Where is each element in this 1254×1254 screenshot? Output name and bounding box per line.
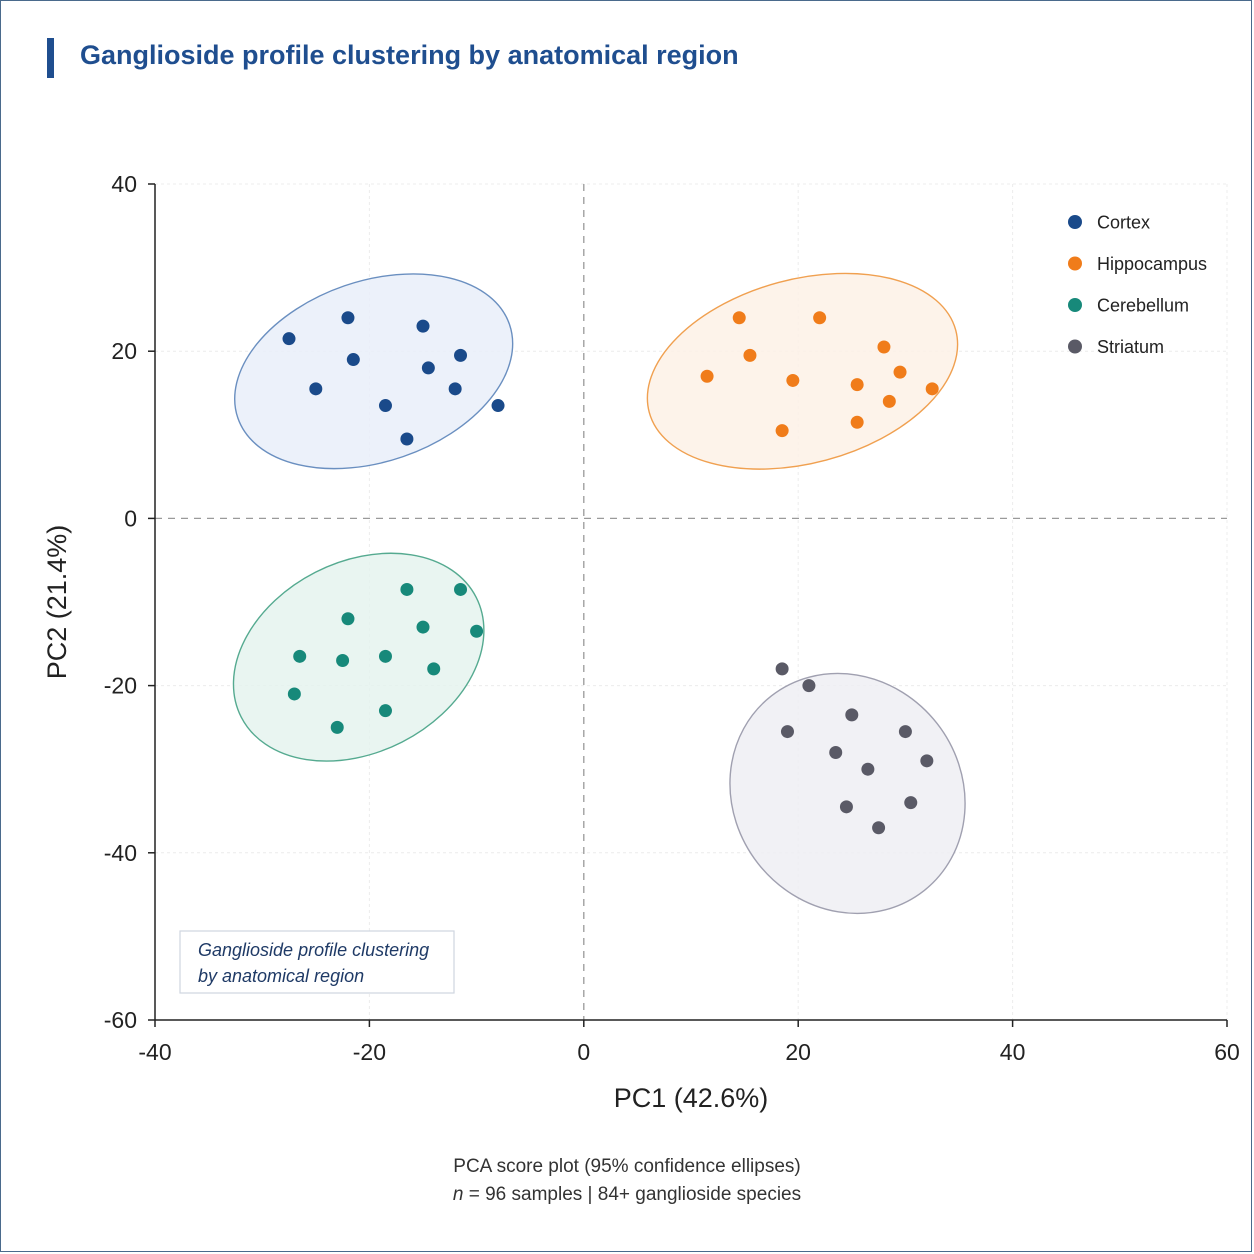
legend-label-cortex: Cortex — [1097, 213, 1150, 233]
data-point-striatum — [802, 679, 816, 693]
legend-marker-cerebellum — [1068, 298, 1082, 312]
data-point-cerebellum — [427, 662, 441, 676]
x-tick-label: 20 — [785, 1039, 811, 1065]
data-point-cortex — [454, 348, 468, 362]
title-accent-bar — [47, 38, 54, 78]
x-tick-label: 40 — [1000, 1039, 1026, 1065]
data-point-hippocampus — [813, 311, 827, 325]
data-point-cortex — [341, 311, 355, 325]
data-point-striatum — [861, 762, 875, 776]
data-point-cerebellum — [293, 649, 307, 663]
data-point-cerebellum — [416, 620, 430, 634]
annotation-box — [179, 930, 455, 994]
y-tick-label: 20 — [111, 338, 137, 364]
data-point-hippocampus — [925, 382, 939, 396]
data-point-cortex — [378, 399, 392, 413]
data-point-cortex — [491, 399, 505, 413]
data-point-cortex — [309, 382, 323, 396]
data-point-striatum — [904, 796, 918, 810]
data-point-striatum — [920, 754, 934, 768]
data-point-hippocampus — [850, 378, 864, 392]
data-point-hippocampus — [743, 348, 757, 362]
data-point-cerebellum — [470, 624, 484, 638]
footer-caption-rest: = 96 samples | 84+ ganglioside species — [463, 1184, 802, 1205]
data-point-hippocampus — [850, 415, 864, 429]
legend-label-hippocampus: Hippocampus — [1097, 254, 1207, 274]
y-tick-label: -20 — [104, 673, 137, 699]
data-point-striatum — [829, 745, 843, 759]
data-point-cortex — [448, 382, 462, 396]
confidence-ellipse-cerebellum — [232, 552, 485, 762]
legend-marker-striatum — [1068, 339, 1082, 354]
legend-marker-hippocampus — [1068, 256, 1082, 271]
page-title: Ganglioside profile clustering by anatom… — [80, 40, 739, 70]
footer-n-symbol: n — [452, 1184, 464, 1205]
data-point-cortex — [421, 361, 435, 375]
data-point-hippocampus — [775, 424, 789, 438]
data-point-hippocampus — [882, 394, 896, 408]
x-tick-label: -20 — [353, 1039, 386, 1065]
confidence-ellipse-striatum — [729, 672, 966, 915]
x-axis-title: PC1 (42.6%) — [614, 1083, 769, 1113]
annotation-text-line: Ganglioside profile clustering — [198, 940, 429, 960]
y-tick-label: -40 — [104, 840, 137, 866]
data-point-cerebellum — [341, 612, 355, 626]
x-tick-label: 0 — [577, 1039, 590, 1065]
data-point-striatum — [872, 821, 886, 835]
data-point-hippocampus — [877, 340, 891, 354]
data-point-striatum — [839, 800, 853, 814]
y-tick-label: 0 — [124, 505, 137, 531]
data-point-hippocampus — [732, 311, 746, 325]
legend-label-striatum: Striatum — [1097, 337, 1164, 357]
data-point-striatum — [898, 725, 912, 739]
data-point-hippocampus — [893, 365, 907, 379]
data-point-cerebellum — [378, 649, 392, 663]
confidence-ellipse-hippocampus — [646, 272, 959, 470]
footer-caption-line2: n = 96 samples | 84+ ganglioside species — [0, 1184, 1254, 1206]
data-point-striatum — [845, 708, 859, 722]
confidence-ellipse-cortex — [234, 273, 514, 470]
data-point-cortex — [346, 353, 360, 367]
data-point-cerebellum — [454, 582, 468, 596]
y-tick-label: -60 — [104, 1007, 137, 1033]
data-point-cerebellum — [336, 654, 350, 668]
x-tick-label: -40 — [138, 1039, 171, 1065]
data-point-hippocampus — [700, 369, 714, 383]
annotation-text-line: by anatomical region — [198, 966, 364, 986]
data-point-cortex — [416, 319, 430, 333]
legend-label-cerebellum: Cerebellum — [1097, 296, 1189, 316]
x-tick-label: 60 — [1214, 1039, 1240, 1065]
data-point-cortex — [282, 332, 296, 346]
y-tick-label: 40 — [111, 171, 137, 197]
data-point-cortex — [400, 432, 414, 446]
data-point-cerebellum — [330, 720, 344, 734]
data-point-cerebellum — [378, 704, 392, 718]
legend-marker-cortex — [1068, 215, 1082, 229]
data-point-striatum — [775, 662, 789, 676]
data-point-hippocampus — [786, 373, 800, 387]
footer-caption-line1: PCA score plot (95% confidence ellipses) — [453, 1156, 801, 1177]
y-axis-title: PC2 (21.4%) — [42, 525, 72, 680]
data-point-cerebellum — [287, 687, 301, 701]
data-point-cerebellum — [400, 582, 414, 596]
data-point-striatum — [780, 725, 794, 739]
